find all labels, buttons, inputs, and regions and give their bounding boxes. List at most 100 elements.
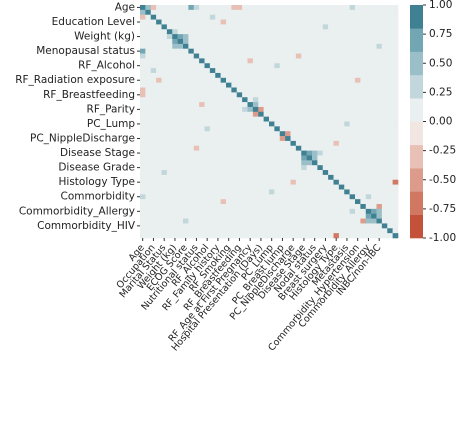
- heatmap-cell: [156, 97, 162, 103]
- heatmap-cell: [215, 174, 221, 181]
- heatmap-cell: [328, 116, 334, 122]
- heatmap-cell: [226, 189, 232, 195]
- heatmap-cell: [220, 218, 227, 224]
- heatmap-cell: [209, 77, 216, 83]
- heatmap-cell: [328, 92, 334, 98]
- heatmap-cell: [236, 97, 243, 103]
- heatmap-cell: [263, 121, 270, 127]
- heatmap-cell: [285, 150, 291, 156]
- heatmap-cell: [231, 29, 238, 35]
- heatmap-cell: [365, 116, 372, 122]
- heatmap-cell: [274, 14, 281, 20]
- heatmap-cell: [172, 63, 178, 69]
- heatmap-cell: [360, 72, 367, 79]
- heatmap-cell: [177, 140, 184, 147]
- heatmap-cell: [371, 131, 377, 137]
- heatmap-cell: [279, 126, 286, 132]
- heatmap-cell: [269, 19, 275, 25]
- heatmap-cell: [344, 29, 350, 35]
- heatmap-cell: [199, 199, 205, 205]
- heatmap-cell: [150, 14, 157, 20]
- heatmap-cell: [204, 116, 211, 122]
- heatmap-cell: [338, 121, 345, 127]
- heatmap-cell: [242, 9, 248, 16]
- heatmap-cell: [220, 194, 227, 200]
- heatmap-cell: [312, 29, 318, 35]
- colorbar-tick-label: 0.50: [429, 57, 452, 69]
- heatmap-cell: [183, 160, 189, 166]
- heatmap-cell: [285, 223, 291, 229]
- heatmap-cell: [349, 19, 356, 25]
- heatmap-cell: [295, 106, 302, 113]
- heatmap-cell: [344, 68, 350, 74]
- heatmap-cell: [381, 194, 388, 200]
- heatmap-cell: [247, 199, 254, 205]
- heatmap-cell: [258, 136, 264, 142]
- heatmap-cell: [215, 87, 221, 93]
- heatmap-cell: [381, 170, 388, 176]
- heatmap-cell: [349, 131, 356, 137]
- heatmap-cell: [156, 111, 162, 117]
- heatmap-cell: [242, 68, 248, 74]
- heatmap-cell: [156, 213, 162, 219]
- heatmap-cell: [166, 121, 173, 127]
- heatmap-cell: [392, 160, 399, 166]
- heatmap-cell: [145, 204, 152, 210]
- heatmap-cell: [172, 170, 178, 176]
- heatmap-cell: [387, 38, 393, 45]
- heatmap-cell: [322, 170, 329, 176]
- heatmap-cell: [392, 87, 399, 93]
- heatmap-cell: [333, 155, 340, 161]
- heatmap-cell: [172, 29, 178, 35]
- heatmap-cell: [204, 82, 211, 88]
- heatmap-cell: [387, 218, 393, 224]
- heatmap-cell: [161, 213, 168, 219]
- heatmap-cell: [290, 48, 297, 54]
- heatmap-cell: [355, 19, 361, 25]
- heatmap-cell: [209, 58, 216, 64]
- heatmap-cell: [269, 136, 275, 142]
- heatmap-cell: [301, 72, 307, 79]
- heatmap-cell: [387, 48, 393, 54]
- heatmap-cell: [188, 24, 195, 30]
- heatmap-cell: [387, 106, 393, 113]
- heatmap-cell: [376, 92, 383, 98]
- heatmap-cell: [258, 5, 264, 11]
- heatmap-cell: [220, 9, 227, 16]
- heatmap-cell: [188, 87, 195, 93]
- heatmap-cell: [290, 199, 297, 205]
- heatmap-cell: [220, 111, 227, 117]
- heatmap-cell: [376, 38, 383, 45]
- heatmap-cell: [193, 136, 200, 142]
- heatmap-cell: [376, 72, 383, 79]
- heatmap-cell: [333, 228, 340, 234]
- heatmap-cell: [166, 218, 173, 224]
- heatmap-cell: [387, 170, 393, 176]
- heatmap-cell: [274, 160, 281, 166]
- heatmap-cell: [392, 14, 399, 20]
- heatmap-cell: [172, 213, 178, 219]
- heatmap-cell: [312, 82, 318, 88]
- heatmap-cell: [183, 179, 189, 185]
- heatmap-cell: [177, 38, 184, 45]
- heatmap-cell: [252, 199, 259, 205]
- heatmap-cell: [231, 58, 238, 64]
- heatmap-cell: [285, 34, 291, 40]
- heatmap-cell: [220, 160, 227, 166]
- heatmap-cell: [344, 97, 350, 103]
- heatmap-cell: [301, 68, 307, 74]
- heatmap-cell: [349, 29, 356, 35]
- heatmap-cell: [156, 82, 162, 88]
- heatmap-cell: [285, 68, 291, 74]
- heatmap-cell: [365, 170, 372, 176]
- heatmap-cell: [295, 63, 302, 69]
- heatmap-cell: [263, 160, 270, 166]
- heatmap-cell: [252, 136, 259, 142]
- heatmap-cell: [258, 24, 264, 30]
- heatmap-cell: [247, 145, 254, 151]
- heatmap-cell: [312, 24, 318, 30]
- heatmap-cell: [322, 165, 329, 171]
- heatmap-cell: [295, 204, 302, 210]
- heatmap-cell: [161, 38, 168, 45]
- heatmap-cell: [247, 208, 254, 215]
